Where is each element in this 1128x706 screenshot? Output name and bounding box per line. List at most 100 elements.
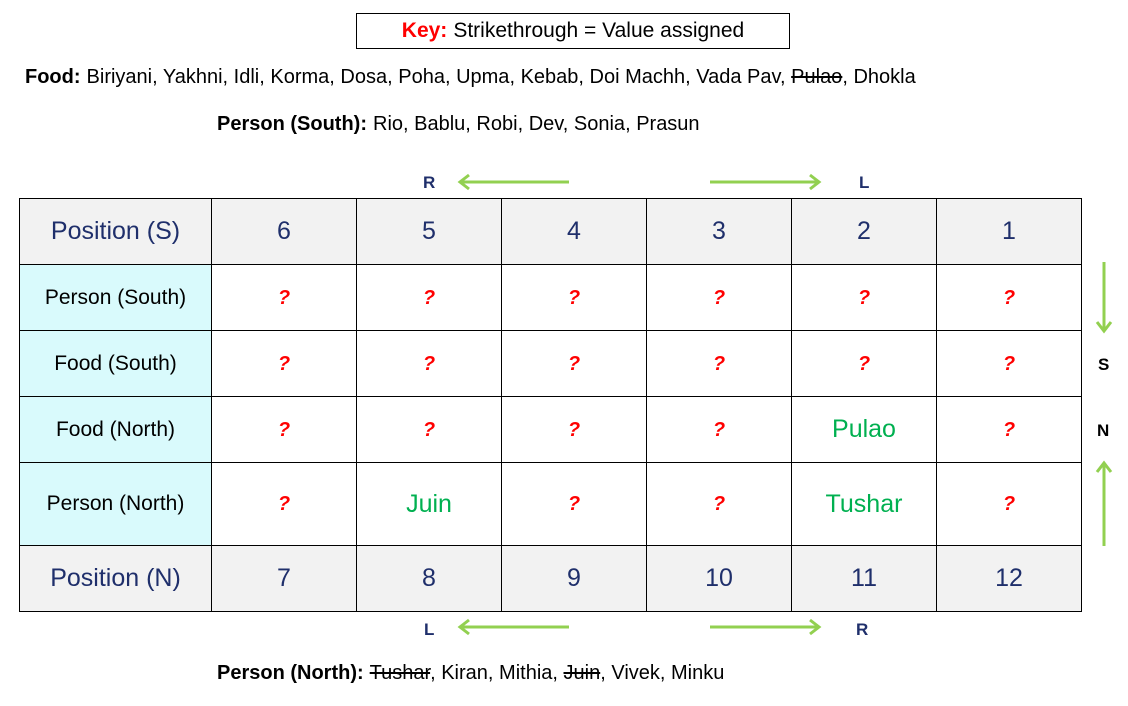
direction-right-label-top: R	[423, 173, 436, 192]
unknown-marker: ?	[1002, 286, 1016, 309]
list-item: Minku	[671, 662, 725, 684]
list-item: Korma	[270, 66, 330, 88]
north-label: N	[1097, 421, 1110, 440]
assigned-value: Tushar	[825, 489, 903, 518]
grid-row: Food (South)??????	[19, 330, 1082, 397]
list-item: Poha	[398, 66, 445, 88]
grid-row: Position (N) 7 8 9 10 11 12	[19, 545, 1082, 612]
row-label: Person (North)	[19, 462, 212, 546]
unknown-marker: ?	[1002, 493, 1016, 515]
grid-cell-unknown: ?	[211, 264, 357, 331]
position-number: 5	[356, 198, 502, 265]
position-number: 10	[646, 545, 792, 612]
arrow-right-icon	[710, 618, 822, 636]
south-label: S	[1098, 355, 1110, 374]
arrow-left-icon	[457, 618, 569, 636]
grid-cell-unknown: ?	[356, 396, 502, 463]
list-item: Upma	[456, 66, 510, 88]
position-number: 7	[211, 545, 357, 612]
list-item: Dhokla	[853, 66, 916, 88]
position-number: 6	[211, 198, 357, 265]
unknown-marker: ?	[567, 418, 581, 441]
arrow-down-icon	[1095, 262, 1113, 334]
grid-cell-unknown: ?	[646, 264, 792, 331]
grid-cell-unknown: ?	[791, 264, 937, 331]
position-number: 4	[501, 198, 647, 265]
row-label: Position (N)	[19, 545, 212, 612]
unknown-marker: ?	[1002, 352, 1016, 375]
unknown-marker: ?	[422, 418, 436, 441]
grid-cell-unknown: ?	[936, 330, 1082, 397]
key-label: Key:	[401, 19, 448, 42]
list-item: Yakhni	[162, 66, 223, 88]
arrangement-grid: Position (S) 6 5 4 3 2 1 Person (South)?????? Fo…	[19, 198, 1082, 612]
list-item: Vada Pav	[696, 66, 781, 88]
unknown-marker: ?	[567, 493, 581, 515]
position-number: 2	[791, 198, 937, 265]
list-item: Robi	[476, 113, 518, 135]
arrow-left-icon	[457, 173, 569, 191]
position-number: 3	[646, 198, 792, 265]
grid-cell-unknown: ?	[936, 264, 1082, 331]
list-label: Person (South):	[217, 113, 367, 135]
list-item: Rio	[373, 113, 404, 135]
grid-cell-unknown: ?	[501, 264, 647, 331]
unknown-marker: ?	[857, 286, 871, 309]
grid-cell: Tushar	[791, 462, 937, 546]
unknown-marker: ?	[857, 352, 871, 375]
grid-cell-unknown: ?	[646, 330, 792, 397]
row-label: Food (South)	[19, 330, 212, 397]
arrow-right-icon	[710, 173, 822, 191]
grid-cell-unknown: ?	[211, 396, 357, 463]
direction-right-label-bottom: R	[856, 620, 869, 639]
position-number: 11	[791, 545, 937, 612]
list-item: Biriyani	[86, 66, 153, 88]
assigned-value: Pulao	[832, 415, 896, 443]
unknown-marker: ?	[277, 418, 291, 441]
person-north-list: Person (North): Tushar, Kiran, Mithia, Ju…	[217, 662, 725, 684]
list-item: Bablu	[414, 113, 466, 135]
row-label: Food (North)	[19, 396, 212, 463]
grid-cell-unknown: ?	[791, 330, 937, 397]
list-item-assigned: Pulao	[791, 66, 843, 88]
grid-row: Person (North)? Juin?? Tushar?	[19, 462, 1082, 546]
list-item: Kiran	[441, 662, 488, 684]
list-label: Food:	[25, 66, 81, 88]
key-text: Strikethrough = Value assigned	[453, 19, 745, 42]
grid-row: Food (North)???? Pulao?	[19, 396, 1082, 463]
food-list: Food: Biriyani, Yakhni, Idli, Korma, Dosa…	[25, 66, 916, 88]
row-label: Position (S)	[19, 198, 212, 265]
key-legend: Key: Strikethrough = Value assigned	[356, 13, 790, 49]
grid-cell-unknown: ?	[646, 396, 792, 463]
arrow-up-icon	[1095, 460, 1113, 546]
position-number: 9	[501, 545, 647, 612]
position-number: 1	[936, 198, 1082, 265]
grid-cell-unknown: ?	[356, 330, 502, 397]
grid-cell: Pulao	[791, 396, 937, 463]
direction-left-label-bottom: L	[424, 620, 435, 639]
list-item: Kebab	[520, 66, 579, 88]
grid-cell-unknown: ?	[646, 462, 792, 546]
grid-cell-unknown: ?	[501, 330, 647, 397]
unknown-marker: ?	[712, 352, 726, 375]
grid-row: Person (South)??????	[19, 264, 1082, 331]
assigned-value: Juin	[406, 489, 452, 518]
list-item: Sonia	[573, 113, 626, 135]
unknown-marker: ?	[712, 418, 726, 441]
person-south-list: Person (South): Rio, Bablu, Robi, Dev, So…	[217, 113, 700, 135]
unknown-marker: ?	[1002, 418, 1016, 441]
list-item: Dosa	[340, 66, 388, 88]
list-item: Idli	[233, 66, 260, 88]
position-number: 12	[936, 545, 1082, 612]
list-item: Mithia	[499, 662, 553, 684]
unknown-marker: ?	[277, 352, 291, 375]
grid-cell-unknown: ?	[211, 330, 357, 397]
unknown-marker: ?	[567, 286, 581, 309]
unknown-marker: ?	[422, 352, 436, 375]
list-item: Vivek	[611, 662, 660, 684]
grid-row: Position (S) 6 5 4 3 2 1	[19, 198, 1082, 265]
grid-cell: Juin	[356, 462, 502, 546]
list-item: Doi Machh	[589, 66, 686, 88]
list-item-assigned: Tushar	[369, 662, 431, 684]
unknown-marker: ?	[277, 493, 291, 515]
